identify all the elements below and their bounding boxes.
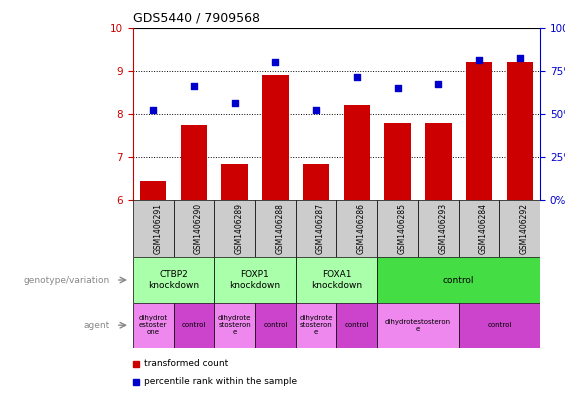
Bar bbox=[459, 303, 540, 348]
Text: genotype/variation: genotype/variation bbox=[24, 275, 110, 285]
Bar bbox=[384, 123, 411, 200]
Point bbox=[230, 100, 239, 106]
Bar bbox=[133, 200, 173, 257]
Bar bbox=[140, 181, 166, 200]
Text: control: control bbox=[443, 275, 475, 285]
Bar bbox=[173, 303, 214, 348]
Bar bbox=[344, 105, 370, 200]
Point bbox=[189, 83, 198, 89]
Text: dihydrote
stosteron
e: dihydrote stosteron e bbox=[299, 315, 333, 335]
Text: GSM1406293: GSM1406293 bbox=[438, 203, 447, 255]
Bar bbox=[133, 257, 214, 303]
Bar bbox=[173, 200, 214, 257]
Bar bbox=[295, 303, 337, 348]
Bar bbox=[262, 75, 289, 200]
Bar bbox=[214, 257, 295, 303]
Bar bbox=[214, 200, 255, 257]
Text: GSM1406292: GSM1406292 bbox=[520, 204, 529, 254]
Bar bbox=[133, 303, 173, 348]
Bar bbox=[255, 303, 295, 348]
Text: GDS5440 / 7909568: GDS5440 / 7909568 bbox=[133, 12, 260, 25]
Bar bbox=[418, 200, 459, 257]
Bar bbox=[507, 62, 533, 200]
Point bbox=[515, 55, 524, 61]
Bar bbox=[377, 200, 418, 257]
Text: FOXP1
knockdown: FOXP1 knockdown bbox=[229, 270, 281, 290]
Bar bbox=[459, 200, 499, 257]
Bar bbox=[303, 163, 329, 200]
Bar bbox=[499, 200, 540, 257]
Bar bbox=[181, 125, 207, 200]
Bar bbox=[425, 123, 451, 200]
Text: GSM1406290: GSM1406290 bbox=[194, 203, 203, 255]
Point bbox=[311, 107, 320, 113]
Text: GSM1406287: GSM1406287 bbox=[316, 204, 325, 254]
Text: control: control bbox=[182, 322, 206, 328]
Text: control: control bbox=[345, 322, 369, 328]
Text: GSM1406288: GSM1406288 bbox=[275, 204, 284, 254]
Point bbox=[475, 57, 484, 63]
Bar bbox=[295, 257, 377, 303]
Point bbox=[149, 107, 158, 113]
Text: GSM1406284: GSM1406284 bbox=[479, 204, 488, 254]
Text: GSM1406286: GSM1406286 bbox=[357, 204, 366, 254]
Text: percentile rank within the sample: percentile rank within the sample bbox=[144, 377, 297, 386]
Text: GSM1406285: GSM1406285 bbox=[398, 204, 407, 254]
Bar bbox=[337, 200, 377, 257]
Bar bbox=[221, 163, 248, 200]
Point bbox=[393, 85, 402, 91]
Point bbox=[353, 74, 362, 81]
Bar bbox=[337, 303, 377, 348]
Text: dihydrot
estoster
one: dihydrot estoster one bbox=[138, 315, 168, 335]
Text: dihydrote
stosteron
e: dihydrote stosteron e bbox=[218, 315, 251, 335]
Point bbox=[271, 59, 280, 65]
Bar bbox=[466, 62, 492, 200]
Text: transformed count: transformed count bbox=[144, 359, 228, 368]
Point bbox=[434, 81, 443, 87]
Bar bbox=[377, 303, 459, 348]
Text: GSM1406291: GSM1406291 bbox=[153, 204, 162, 254]
Text: GSM1406289: GSM1406289 bbox=[234, 204, 244, 254]
Text: agent: agent bbox=[84, 321, 110, 330]
Bar bbox=[377, 257, 540, 303]
Text: dihydrotestosteron
e: dihydrotestosteron e bbox=[385, 319, 451, 332]
Bar bbox=[255, 200, 295, 257]
Bar bbox=[295, 200, 337, 257]
Text: CTBP2
knockdown: CTBP2 knockdown bbox=[148, 270, 199, 290]
Text: control: control bbox=[263, 322, 288, 328]
Text: control: control bbox=[487, 322, 511, 328]
Text: FOXA1
knockdown: FOXA1 knockdown bbox=[311, 270, 362, 290]
Bar bbox=[214, 303, 255, 348]
